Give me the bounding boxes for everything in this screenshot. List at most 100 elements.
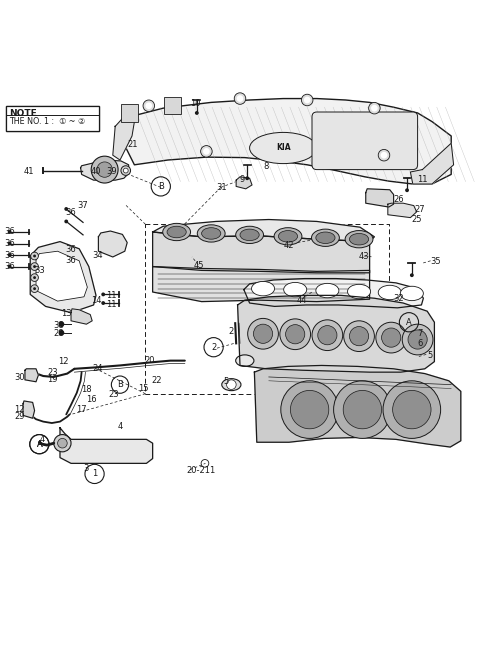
Text: 10: 10 (190, 99, 200, 108)
Circle shape (253, 324, 273, 343)
Ellipse shape (316, 283, 339, 298)
Text: 36: 36 (4, 262, 14, 271)
Ellipse shape (240, 229, 259, 241)
Text: 32: 32 (394, 294, 404, 302)
Text: A: A (36, 440, 42, 449)
Text: 36: 36 (4, 239, 14, 248)
Polygon shape (98, 231, 127, 257)
Circle shape (91, 156, 118, 183)
Ellipse shape (316, 232, 335, 243)
Circle shape (195, 111, 199, 115)
Circle shape (344, 321, 374, 352)
Ellipse shape (348, 284, 371, 298)
Text: 36: 36 (4, 228, 14, 237)
Polygon shape (115, 98, 451, 184)
Ellipse shape (345, 230, 373, 248)
Text: 31: 31 (216, 183, 227, 192)
Text: A: A (36, 440, 42, 449)
FancyBboxPatch shape (6, 106, 99, 131)
Circle shape (58, 438, 67, 448)
Circle shape (8, 241, 12, 245)
Text: 17: 17 (76, 405, 86, 414)
Circle shape (97, 162, 112, 177)
Circle shape (33, 276, 36, 279)
Circle shape (31, 274, 38, 281)
Circle shape (334, 380, 391, 438)
Circle shape (281, 380, 338, 438)
Circle shape (290, 390, 329, 429)
Text: B: B (158, 182, 164, 191)
Circle shape (123, 168, 128, 173)
Circle shape (369, 102, 380, 114)
Polygon shape (388, 203, 417, 218)
Circle shape (64, 207, 68, 211)
Circle shape (31, 252, 38, 260)
Circle shape (201, 146, 212, 157)
FancyBboxPatch shape (6, 106, 99, 131)
Text: 35: 35 (431, 257, 441, 266)
Text: 44: 44 (297, 296, 307, 304)
Text: 21: 21 (127, 140, 138, 149)
Text: 41: 41 (24, 167, 35, 176)
Text: 36: 36 (65, 245, 75, 254)
Ellipse shape (400, 286, 423, 300)
Circle shape (59, 321, 64, 327)
Ellipse shape (278, 230, 298, 242)
Polygon shape (238, 295, 434, 372)
Text: 30: 30 (14, 373, 25, 382)
Circle shape (59, 330, 64, 336)
Circle shape (318, 325, 337, 345)
Circle shape (402, 324, 433, 355)
Polygon shape (410, 143, 454, 184)
Text: 39: 39 (107, 167, 117, 176)
Text: 7: 7 (418, 329, 423, 338)
Text: 4: 4 (39, 435, 45, 444)
Text: 13: 13 (61, 309, 72, 318)
Text: 20-211: 20-211 (186, 466, 216, 475)
Ellipse shape (312, 229, 339, 247)
Ellipse shape (236, 355, 254, 367)
Polygon shape (25, 369, 38, 382)
Text: 12: 12 (58, 357, 68, 366)
Circle shape (410, 274, 414, 277)
Circle shape (203, 148, 210, 155)
Text: 5: 5 (427, 352, 432, 360)
Circle shape (280, 319, 311, 350)
Ellipse shape (252, 281, 275, 296)
Text: 29: 29 (14, 413, 25, 421)
Circle shape (382, 328, 401, 347)
Circle shape (248, 318, 278, 349)
Circle shape (343, 390, 382, 429)
Text: 11: 11 (417, 174, 427, 184)
Ellipse shape (163, 223, 191, 241)
Polygon shape (236, 177, 252, 189)
Ellipse shape (197, 225, 225, 242)
Text: 24: 24 (93, 364, 103, 373)
Polygon shape (254, 365, 461, 447)
Circle shape (245, 176, 249, 180)
Ellipse shape (274, 228, 302, 245)
Circle shape (376, 322, 407, 353)
Text: 26: 26 (394, 195, 404, 204)
Text: 11: 11 (106, 291, 116, 300)
Circle shape (8, 230, 12, 234)
Text: 36: 36 (4, 251, 14, 260)
Text: 34: 34 (92, 251, 103, 260)
Ellipse shape (202, 228, 221, 239)
Text: 42: 42 (283, 241, 294, 250)
Polygon shape (153, 220, 374, 241)
Ellipse shape (167, 226, 186, 237)
Circle shape (54, 434, 71, 452)
Text: 4: 4 (118, 422, 123, 431)
Ellipse shape (250, 133, 317, 163)
Text: 3: 3 (83, 464, 88, 473)
Circle shape (286, 325, 305, 344)
Text: 22: 22 (152, 377, 162, 385)
Circle shape (381, 152, 387, 159)
Circle shape (145, 102, 152, 109)
Circle shape (312, 320, 343, 350)
Text: THE NO. 1 :  ① ~ ②: THE NO. 1 : ① ~ ② (9, 117, 85, 126)
Text: 40: 40 (90, 167, 101, 176)
Text: 36: 36 (65, 256, 75, 265)
Text: 8: 8 (263, 162, 268, 171)
